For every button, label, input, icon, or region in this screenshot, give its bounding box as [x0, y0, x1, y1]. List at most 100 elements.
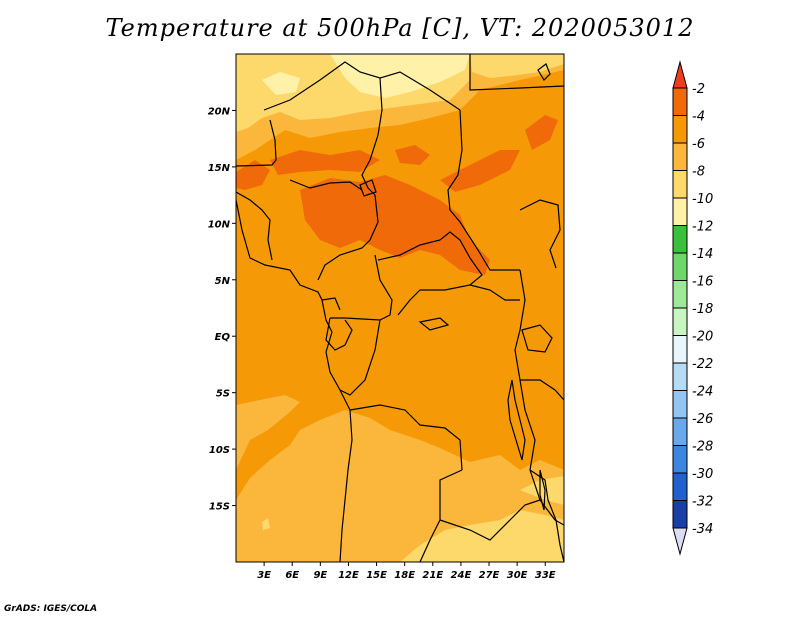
- colorbar-label: -28: [692, 440, 713, 455]
- colorbar-swatch: [672, 335, 688, 364]
- colorbar: -2 -4 -6 -8 -10 -12 -14 -16 -18 -20 -22 -24 -26 -28 -3…: [672, 60, 713, 556]
- border-niger-chad: [361, 77, 383, 196]
- border-drc-angola: [349, 404, 463, 471]
- lat-tick-label: 10S: [209, 445, 230, 456]
- lat-tick-label: 5N: [215, 276, 231, 287]
- lon-tick-label: 3E: [257, 570, 271, 581]
- colorbar-swatch: [672, 445, 688, 474]
- lake-congo-basin: [418, 317, 450, 331]
- field-band-minus2-northeast: [440, 150, 520, 192]
- field-band-minus8-east: [520, 476, 564, 505]
- field-band-minus2-ne2: [525, 115, 558, 150]
- colorbar-top-arrow: [672, 60, 688, 89]
- field-spot-minus8: [262, 518, 270, 530]
- colorbar-swatch: [672, 500, 688, 529]
- lake-chad: [359, 179, 377, 197]
- border-zambia-south: [439, 499, 541, 541]
- colorbar-label: -12: [692, 220, 713, 235]
- colorbar-label: -26: [692, 412, 713, 427]
- colorbar-swatch: [672, 252, 688, 281]
- longitude-axis: 3E 6E 9E 12E 15E 18E 21E 24E 27E 30E 33E: [257, 562, 556, 581]
- colorbar-swatch: [672, 170, 688, 199]
- border-nigeria-cameroon: [317, 194, 379, 281]
- map-title: Temperature at 500hPa [C], VT: 202005301…: [105, 14, 695, 42]
- border-chad-sudan: [447, 109, 520, 271]
- border-sudan-south: [469, 284, 520, 301]
- colorbar-swatch: [672, 390, 688, 419]
- colorbar-label: -8: [692, 165, 705, 180]
- lon-tick-label: 24E: [451, 570, 472, 581]
- colorbar-label: -16: [692, 275, 713, 290]
- lon-tick-label: 27E: [479, 570, 500, 581]
- island-red-sea: [537, 63, 551, 81]
- lat-tick-label: 10N: [208, 219, 231, 230]
- temperature-field: [236, 54, 564, 562]
- field-band-minus6-southwest: [236, 395, 300, 470]
- border-car-south: [377, 231, 483, 316]
- border-mali-niger: [236, 119, 277, 167]
- lat-tick-label: 15N: [208, 163, 231, 174]
- border-burkina-benin: [236, 191, 273, 261]
- border-congo-drc: [339, 319, 381, 396]
- lon-tick-label: 6E: [285, 570, 299, 581]
- border-eq-guinea: [321, 297, 341, 311]
- field-band-minus2-west: [236, 160, 270, 190]
- field-band-minus10-nw: [262, 72, 300, 95]
- colorbar-swatch: [672, 307, 688, 336]
- lat-tick-label: 15S: [209, 502, 230, 513]
- border-east-africa: [514, 269, 564, 526]
- colorbar-label: -22: [692, 357, 713, 372]
- field-band-minus8-northeast: [470, 54, 564, 78]
- field-band-minus2-mid: [395, 145, 430, 165]
- field-band-minus2-center: [300, 175, 490, 275]
- lon-tick-label: 21E: [422, 570, 443, 581]
- lon-tick-label: 18E: [394, 570, 415, 581]
- grads-credit: GrADS: IGES/COLA: [4, 604, 98, 614]
- lon-tick-label: 33E: [535, 570, 556, 581]
- colorbar-swatch: [672, 362, 688, 391]
- colorbar-bottom-arrow: [672, 527, 688, 556]
- border-cameroon-car: [330, 254, 393, 321]
- colorbar-label: -4: [692, 110, 705, 125]
- lake-tanganyika: [507, 379, 526, 461]
- lon-tick-label: 12E: [338, 570, 359, 581]
- lat-tick-label: 20N: [208, 106, 231, 117]
- lake-victoria: [521, 324, 553, 353]
- colorbar-swatch: [672, 280, 688, 309]
- border-gabon: [325, 317, 353, 351]
- border-niger-nigeria: [289, 179, 363, 191]
- border-libya-egypt: [469, 54, 564, 91]
- country-borders: [236, 54, 564, 562]
- colorbar-label: -2: [692, 82, 705, 97]
- colorbar-swatch: [672, 225, 688, 254]
- border-ethiopia: [519, 199, 561, 269]
- colorbar-swatch: [672, 472, 688, 501]
- colorbar-swatch: [672, 197, 688, 226]
- border-tanzania: [520, 379, 564, 401]
- colorbar-label: -34: [692, 522, 713, 537]
- colorbar-label: -6: [692, 137, 705, 152]
- lon-tick-label: 15E: [366, 570, 387, 581]
- colorbar-swatch: [672, 87, 688, 116]
- colorbar-label: -30: [692, 467, 713, 482]
- colorbar-label: -24: [692, 385, 713, 400]
- colorbar-swatch: [672, 417, 688, 446]
- border-sahara-north: [263, 61, 461, 111]
- latitude-axis: 20N 15N 10N 5N EQ 5S 10S 15S: [208, 106, 236, 513]
- field-band-minus2-north: [270, 150, 380, 175]
- lon-tick-label: 9E: [313, 570, 327, 581]
- field-band-minus10-north: [330, 54, 470, 98]
- colorbar-label: -18: [692, 302, 713, 317]
- lat-tick-label: 5S: [216, 389, 230, 400]
- colorbar-label: -20: [692, 330, 713, 345]
- colorbar-label: -32: [692, 495, 713, 510]
- lake-malawi: [539, 469, 546, 511]
- lon-tick-label: 30E: [507, 570, 528, 581]
- colorbar-swatch: [672, 142, 688, 171]
- colorbar-swatch: [672, 115, 688, 144]
- colorbar-label: -10: [692, 192, 713, 207]
- colorbar-label: -14: [692, 247, 713, 262]
- coastline-west-africa: [236, 199, 353, 562]
- map-frame: [235, 53, 565, 563]
